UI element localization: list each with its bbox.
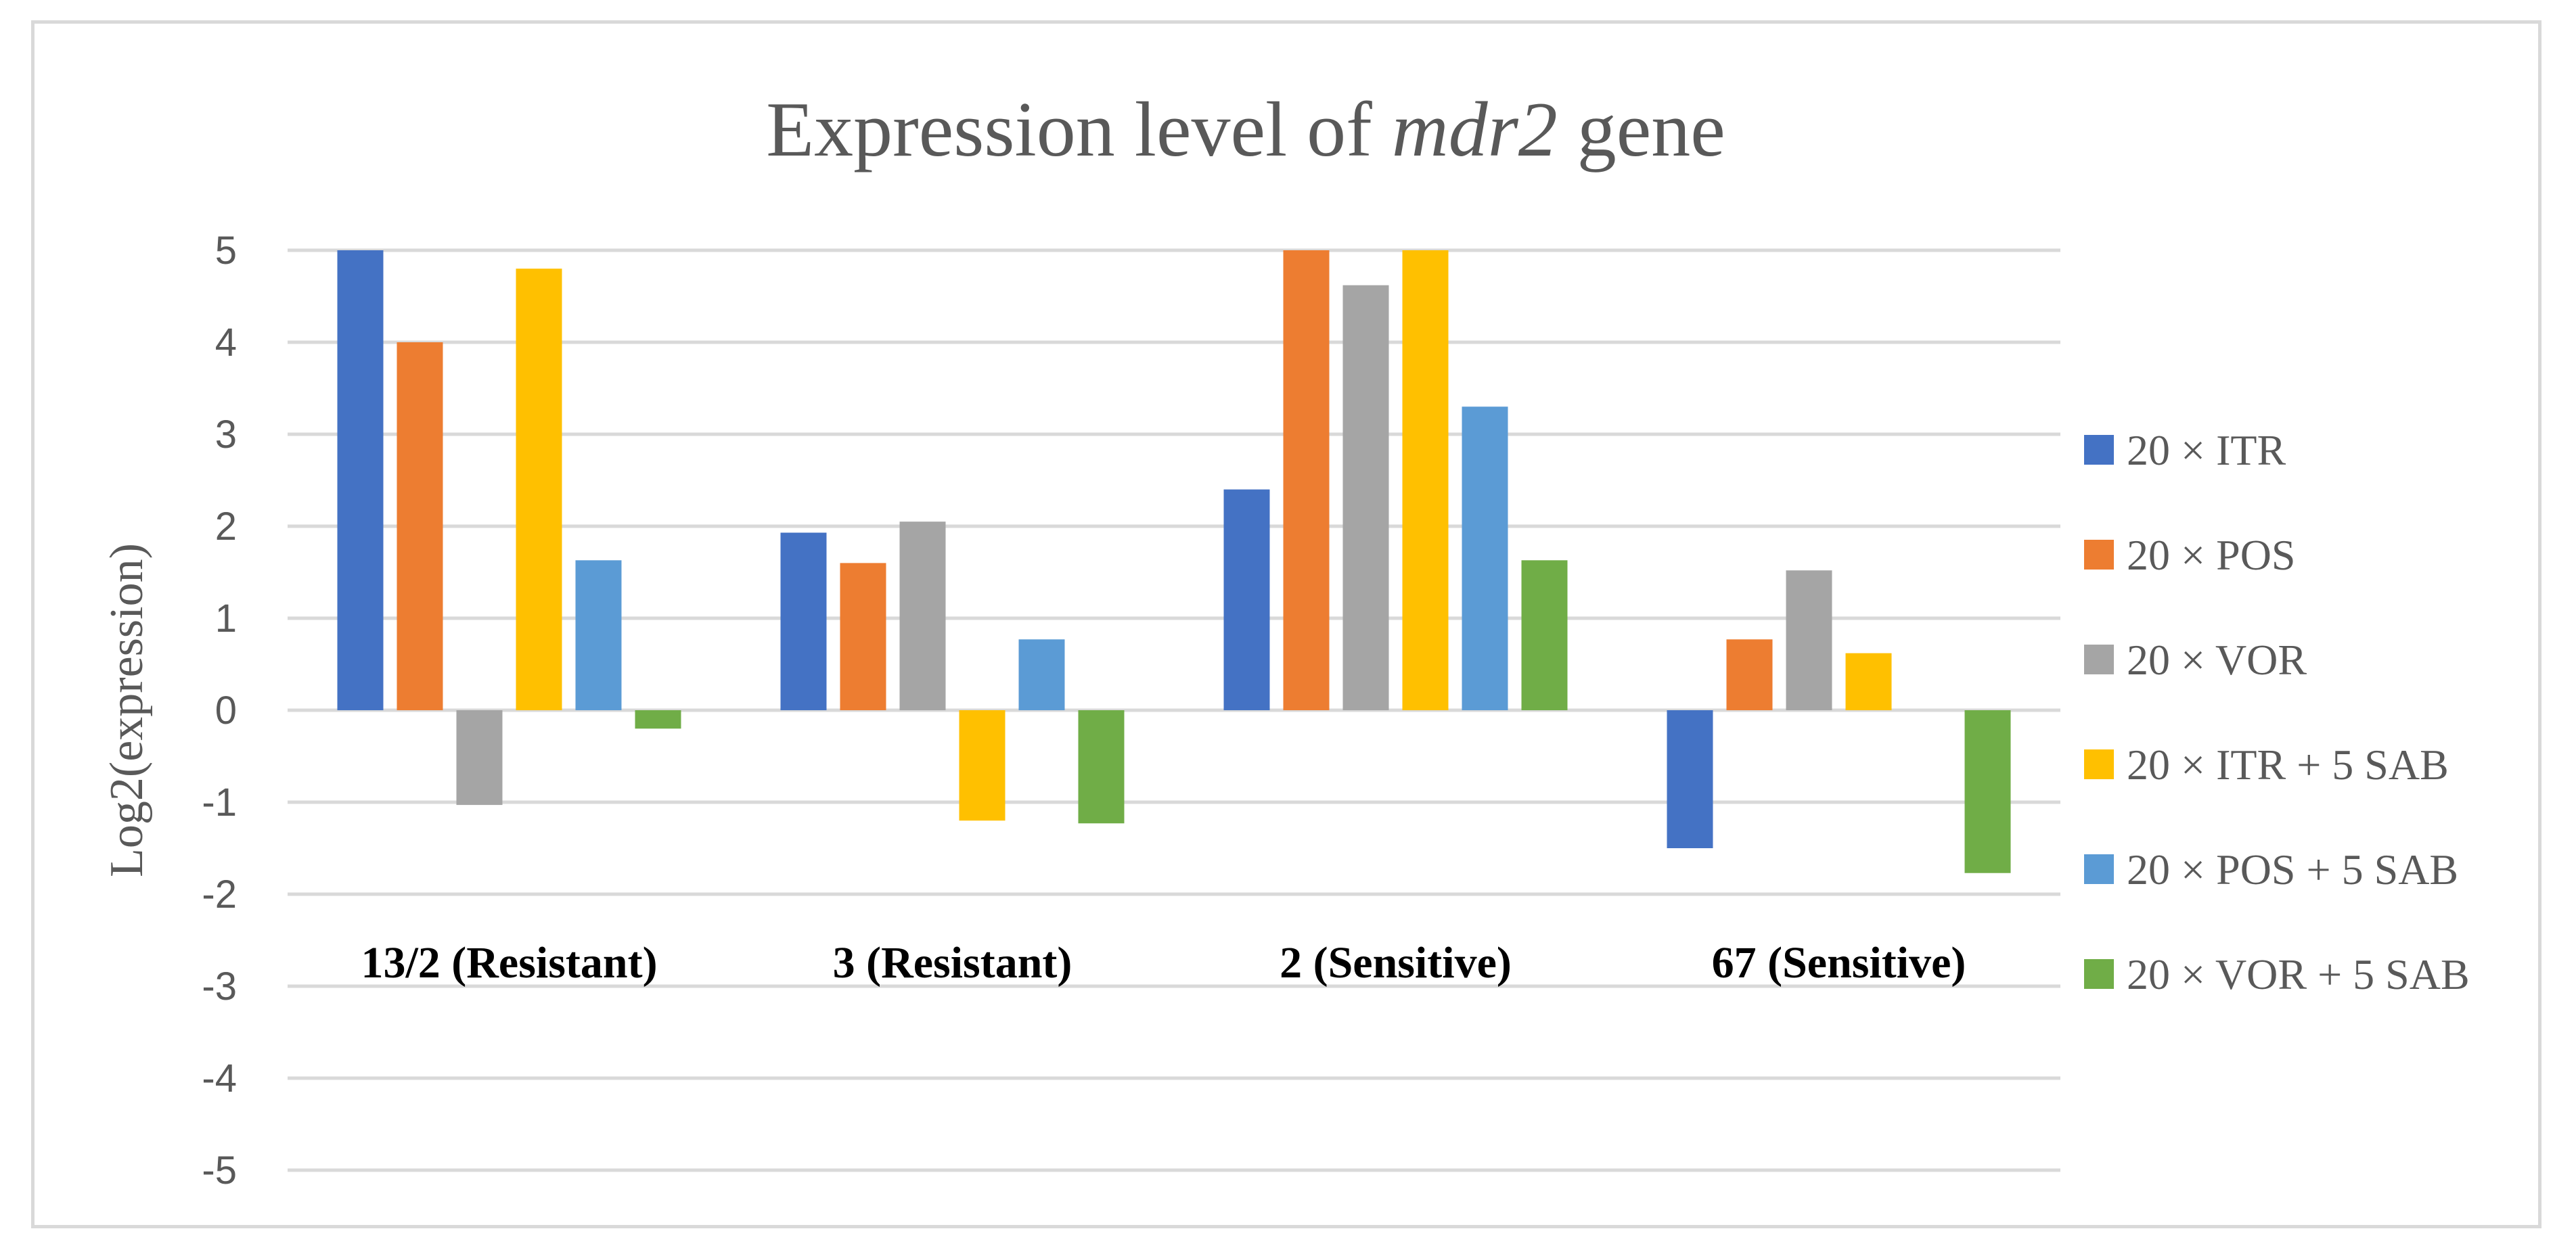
chart-title-before: Expression level of [766,87,1392,173]
chart-title-after: gene [1558,87,1725,173]
bar [337,250,384,710]
bar [1342,285,1389,710]
bar [1521,560,1568,710]
legend-label: 20 × VOR [2127,636,2307,684]
y-tick-label: -4 [202,1057,237,1100]
legend-swatch [2084,540,2114,570]
bar [840,563,886,710]
legend: 20 × ITR 20 × POS 20 × VOR 20 × ITR + 5 SAB… [2084,426,2470,998]
y-tick-label: -1 [202,781,237,825]
legend-swatch [2084,959,2114,989]
bar [1018,639,1065,710]
y-tick-label: 0 [215,689,237,733]
legend-swatch [2084,749,2114,779]
bar [1726,639,1773,710]
y-tick-label: 3 [215,413,237,457]
category-label: 3 (Resistant) [833,938,1072,988]
legend-swatch [2084,645,2114,674]
bar [456,710,503,806]
bar [1786,570,1832,710]
y-axis-ticks: 5 4 3 2 1 0 -1 -2 -3 -4 -5 [202,229,237,1192]
y-tick-label: -3 [202,965,237,1008]
y-tick-label: 5 [215,229,237,273]
bar [1667,710,1713,848]
chart-title-italic: mdr2 [1392,87,1558,173]
y-tick-label: -2 [202,873,237,917]
y-tick-label: 1 [215,597,237,641]
bar [1402,250,1449,710]
chart-title: Expression level of mdr2 gene [766,87,1725,173]
bar [959,710,1005,821]
bar [899,521,946,710]
bars [337,250,2011,873]
y-tick-label: 4 [215,321,237,365]
bar [575,560,622,710]
bar [1223,489,1270,710]
bar [635,710,681,729]
bar [780,532,827,710]
legend-swatch [2084,435,2114,465]
bar [397,342,443,710]
y-tick-label: -5 [202,1149,237,1192]
bar [1078,710,1125,824]
legend-label: 20 × POS + 5 SAB [2127,845,2458,894]
y-tick-label: 2 [215,505,237,549]
bar [516,269,562,710]
legend-label: 20 × VOR + 5 SAB [2127,950,2470,998]
legend-label: 20 × POS [2127,531,2296,579]
legend-swatch [2084,854,2114,884]
legend-label: 20 × ITR + 5 SAB [2127,741,2449,789]
category-label: 2 (Sensitive) [1280,938,1512,988]
bar [1283,250,1330,710]
bar [1964,710,2011,873]
y-axis-label: Log2(expression) [101,543,153,877]
category-labels: 13/2 (Resistant) 3 (Resistant) 2 (Sensitiv… [361,938,1966,988]
bar [1845,653,1892,710]
bar [1462,407,1508,710]
category-label: 67 (Sensitive) [1712,938,1966,988]
category-label: 13/2 (Resistant) [361,938,657,988]
legend-label: 20 × ITR [2127,426,2286,474]
